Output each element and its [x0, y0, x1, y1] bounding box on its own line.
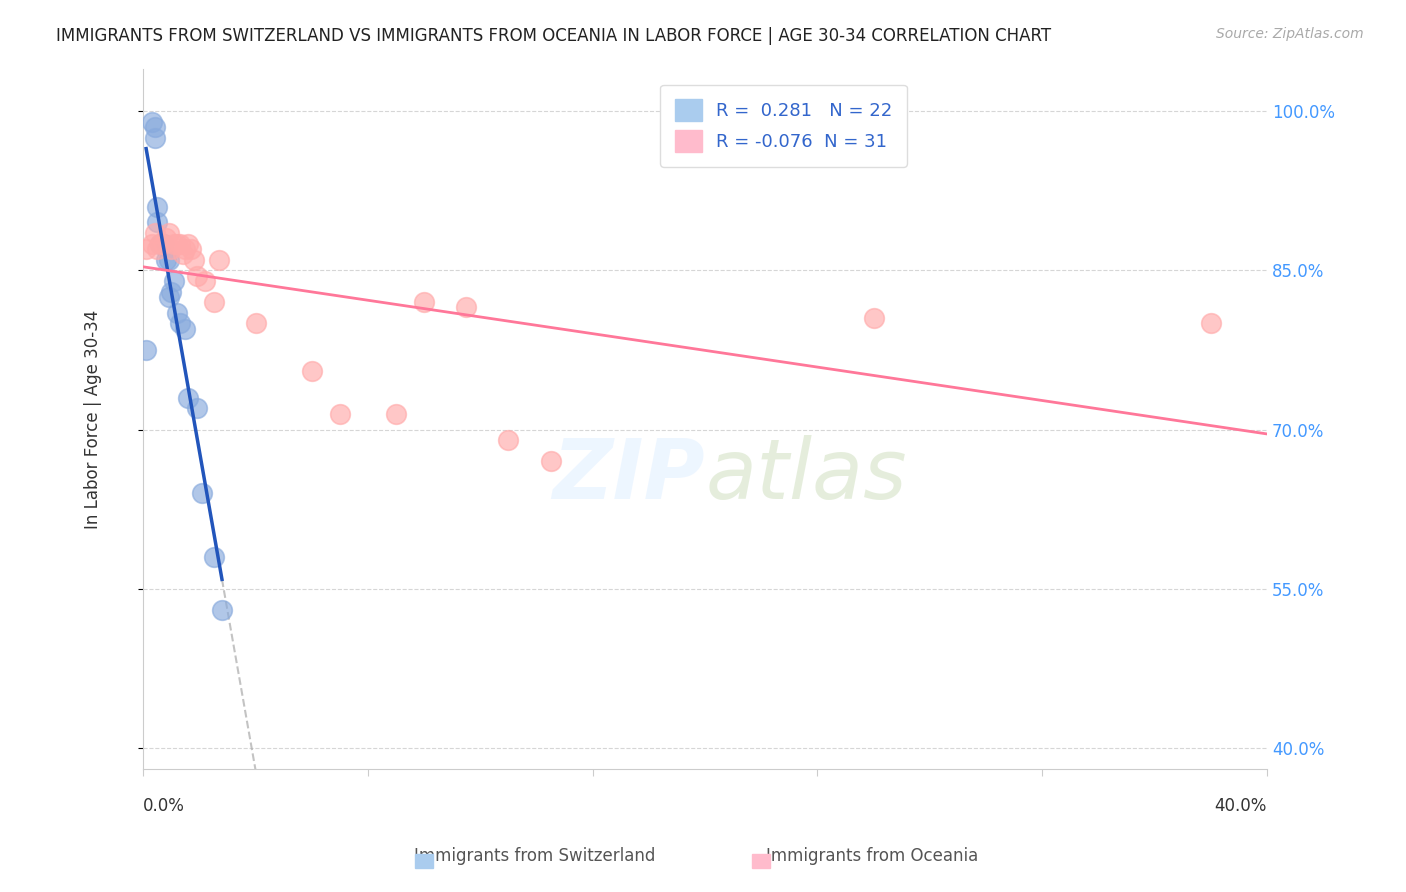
Point: [177, 391, 200, 405]
Point: [174, 321, 197, 335]
Point: [169, 236, 191, 251]
Point: [141, 236, 163, 251]
Point: [202, 549, 225, 564]
Point: [166, 236, 188, 251]
Point: [160, 285, 183, 299]
Text: Source: ZipAtlas.com: Source: ZipAtlas.com: [1216, 27, 1364, 41]
Point: [157, 252, 180, 267]
Point: [155, 231, 177, 245]
Point: [180, 242, 202, 256]
Point: [245, 317, 267, 331]
Text: Immigrants from Oceania: Immigrants from Oceania: [766, 847, 977, 864]
Point: [143, 120, 166, 134]
Text: IMMIGRANTS FROM SWITZERLAND VS IMMIGRANTS FROM OCEANIA IN LABOR FORCE | AGE 30-3: IMMIGRANTS FROM SWITZERLAND VS IMMIGRANT…: [56, 27, 1052, 45]
Point: [152, 236, 174, 251]
Point: [413, 295, 436, 310]
Point: [186, 401, 208, 416]
Point: [208, 252, 231, 267]
Text: 40.0%: 40.0%: [1215, 797, 1267, 815]
Point: [202, 295, 225, 310]
Point: [862, 311, 884, 326]
Point: [163, 274, 186, 288]
Point: [186, 268, 208, 283]
Legend: R =  0.281   N = 22, R = -0.076  N = 31: R = 0.281 N = 22, R = -0.076 N = 31: [661, 85, 907, 167]
Point: [301, 364, 323, 378]
Point: [157, 290, 180, 304]
Text: 0.0%: 0.0%: [143, 797, 186, 815]
Point: [146, 200, 169, 214]
Point: [152, 236, 174, 251]
Point: [149, 236, 172, 251]
Point: [540, 454, 562, 468]
Point: [385, 407, 408, 421]
Point: [143, 226, 166, 240]
Point: [174, 242, 197, 256]
Point: [498, 433, 520, 447]
Point: [155, 252, 177, 267]
Point: [456, 301, 478, 315]
Point: [329, 407, 352, 421]
Point: [191, 486, 214, 500]
Point: [146, 242, 169, 256]
Text: ZIP: ZIP: [553, 434, 706, 516]
Point: [169, 317, 191, 331]
Point: [163, 236, 186, 251]
Point: [166, 306, 188, 320]
Point: [135, 242, 157, 256]
Text: Immigrants from Switzerland: Immigrants from Switzerland: [413, 847, 655, 864]
Point: [141, 114, 163, 128]
Point: [160, 242, 183, 256]
Point: [183, 252, 205, 267]
Point: [157, 226, 180, 240]
Point: [143, 130, 166, 145]
Point: [194, 274, 217, 288]
Point: [146, 215, 169, 229]
Text: In Labor Force | Age 30-34: In Labor Force | Age 30-34: [84, 310, 101, 529]
Point: [135, 343, 157, 357]
Point: [152, 236, 174, 251]
Point: [177, 236, 200, 251]
Point: [1199, 317, 1222, 331]
Point: [172, 247, 194, 261]
Text: atlas: atlas: [706, 434, 907, 516]
Point: [149, 236, 172, 251]
Point: [211, 603, 233, 617]
